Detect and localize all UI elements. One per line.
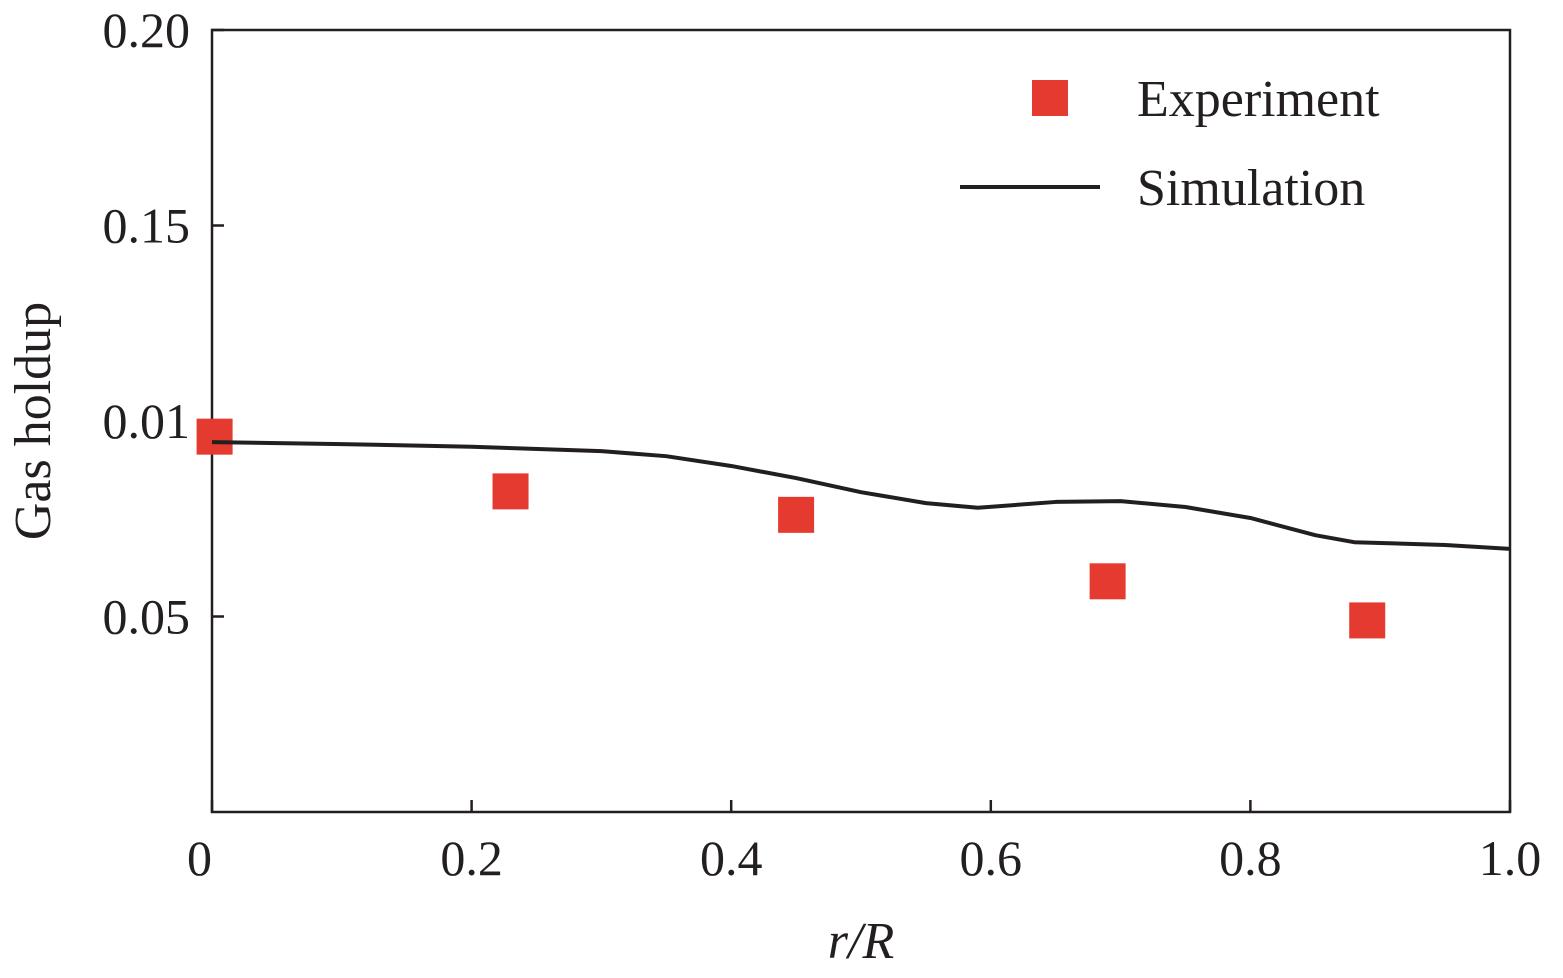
x-tick-label: 0 xyxy=(187,830,212,886)
x-axis-title: r/R xyxy=(828,913,894,970)
legend-label: Experiment xyxy=(1137,71,1380,128)
y-tick-label: 0.20 xyxy=(103,2,191,58)
y-axis-title: Gas holdup xyxy=(5,302,62,540)
y-tick-label: 0.01 xyxy=(103,393,191,449)
y-tick-label: 0.15 xyxy=(103,198,191,254)
x-tick-label: 1.0 xyxy=(1479,830,1542,886)
line xyxy=(211,440,1511,551)
x-tick-label: 0.6 xyxy=(960,830,1023,886)
marker xyxy=(778,496,815,533)
legend-label: Simulation xyxy=(1137,160,1365,217)
marker xyxy=(196,418,233,455)
y-tick-label: 0.05 xyxy=(103,589,191,645)
marker xyxy=(492,473,529,510)
plot-frame xyxy=(210,28,1512,814)
marker xyxy=(1089,563,1126,600)
x-tick-label: 0.8 xyxy=(1219,830,1282,886)
x-tick-label: 0.2 xyxy=(440,830,503,886)
legend-marker xyxy=(1032,80,1068,116)
marker xyxy=(1349,602,1386,639)
x-tick-label: 0.4 xyxy=(700,830,763,886)
